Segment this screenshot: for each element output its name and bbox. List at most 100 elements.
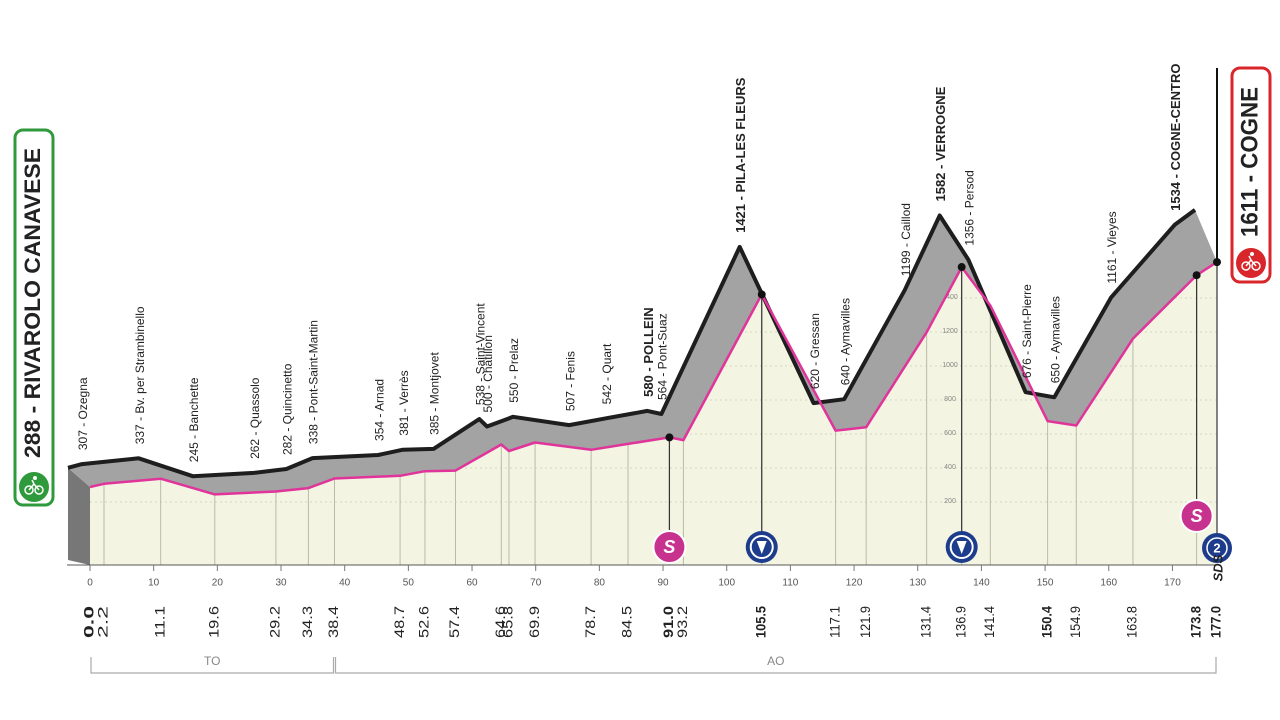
logo: SDS: [1210, 554, 1225, 581]
start-box: [13, 128, 55, 507]
waypoint-label: 354 - Arnad: [372, 379, 386, 441]
waypoint-label: 1421 - PILA-LES FLEURS: [733, 77, 748, 233]
km-label: 78.7: [582, 606, 598, 638]
bike-frame: [28, 479, 40, 491]
finish-box: [1230, 66, 1272, 284]
waypoint-label: 1199 - Caillod: [899, 203, 913, 276]
x-tick-label: 60: [466, 578, 478, 589]
waypoint-label: 338 - Pont-Saint-Martin: [307, 320, 321, 444]
km-label: 154.9: [1067, 606, 1083, 638]
km-label: 91.0: [660, 606, 676, 638]
sprint-marker: [652, 530, 687, 564]
km-label: 64.6: [492, 606, 508, 638]
km-label: 34.3: [299, 606, 315, 638]
region-label: AO: [767, 654, 784, 668]
km-label: 105.5: [752, 606, 768, 638]
km-label: 177.0: [1208, 606, 1224, 638]
y-tick-label: 600: [944, 430, 956, 437]
km-label: 141.4: [981, 606, 997, 638]
sprint-marker: [1179, 499, 1214, 533]
waypoint-label: 1582 - VERROGNE: [933, 86, 948, 201]
climb-symbol: [956, 541, 967, 554]
waypoint-label: 245 - Banchette: [187, 377, 201, 462]
km-label: 173.8: [1187, 606, 1203, 638]
km-label: 48.7: [391, 606, 407, 638]
km-label: 65.8: [500, 606, 516, 638]
x-tick-label: 70: [530, 578, 542, 589]
km-label: 93.2: [674, 606, 690, 638]
marker-dot: [957, 263, 966, 272]
y-tick-label: 200: [944, 498, 956, 505]
waypoint-label: 564 - Pont-Suaz: [656, 313, 670, 400]
waypoint-label: 381 - Verrès: [397, 370, 411, 435]
region-bracket: [334, 657, 1217, 674]
waypoint-label: 580 - POLLEIN: [641, 307, 656, 397]
profile-line: [89, 261, 1218, 496]
km-label: 121.9: [857, 606, 873, 638]
km-label: 117.1: [826, 606, 842, 638]
x-tick-label: 150: [1037, 578, 1054, 589]
bike-frame: [1245, 255, 1257, 267]
marker-dot: [1213, 258, 1221, 267]
finish-symbol: 2: [1213, 540, 1220, 555]
waypoint-label: 507 - Fenis: [563, 351, 577, 411]
start-icon: [19, 472, 49, 502]
x-tick-label: 120: [846, 578, 863, 589]
waypoint-label: 640 - Aymavilles: [838, 298, 852, 385]
km-label: 136.9: [952, 606, 968, 638]
profile-wall: [68, 467, 90, 565]
waypoint-label: 538 - Saint-Vincent: [473, 303, 487, 406]
km-label: 52.6: [416, 606, 432, 638]
y-tick-label: 400: [944, 464, 956, 471]
waypoint-label: 307 - Ozegna: [76, 377, 90, 450]
x-tick-label: 110: [782, 578, 798, 589]
start-label: 288 - RIVAROLO CANAVESE: [20, 148, 45, 458]
x-tick-label: 160: [1100, 578, 1117, 589]
waypoint-label: 550 - Prelaz: [507, 338, 521, 403]
x-tick-label: 170: [1164, 578, 1181, 589]
profile-band: [68, 209, 1217, 495]
sprint-symbol: S: [663, 537, 675, 557]
bike-wheel: [34, 485, 44, 495]
marker-dot: [757, 290, 766, 299]
km-label: 19.6: [206, 606, 222, 638]
bike-wheel: [1251, 261, 1261, 271]
climb-ring: [949, 535, 974, 559]
x-tick-label: 20: [212, 578, 224, 589]
x-tick-label: 40: [339, 578, 351, 589]
waypoint-label: 620 - Gressan: [808, 313, 822, 389]
y-tick-label: 1000: [942, 362, 958, 369]
y-tick-label: 800: [944, 396, 956, 403]
climb-ring: [749, 535, 774, 559]
x-tick-label: 90: [657, 578, 669, 589]
y-tick-label: 1200: [942, 328, 958, 335]
km-label: 2.2: [95, 606, 111, 638]
km-label: 84.5: [619, 606, 635, 638]
waypoint-label: 337 - Bv. per Strambinello: [133, 306, 147, 444]
finish-ring: [1206, 537, 1228, 559]
marker-dot: [1192, 271, 1201, 280]
waypoint-label: 1534 - COGNE-CENTRO: [1168, 63, 1183, 210]
waypoint-label: 500 - Châtillon: [481, 335, 495, 412]
finish-label: 1611 - COGNE: [1236, 87, 1263, 237]
climb-symbol: [756, 541, 767, 554]
waypoint-label: 262 - Quassolo: [248, 377, 262, 459]
km-label: 57.4: [446, 606, 462, 638]
waypoint-label: 1161 - Vieyes: [1105, 211, 1119, 283]
bike-wheel: [24, 485, 34, 495]
x-tick-label: 100: [718, 578, 735, 589]
x-tick-label: 30: [275, 578, 287, 589]
profile-area: [90, 262, 1217, 565]
waypoint-label: 650 - Aymavilles: [1048, 296, 1062, 383]
profile-ridge: [67, 208, 1197, 479]
km-label: 131.4: [917, 606, 933, 638]
bike-wheel: [1241, 261, 1251, 271]
region-label: TO: [204, 654, 220, 668]
x-tick-label: 140: [973, 578, 990, 589]
waypoint-label: 542 - Quart: [600, 343, 614, 404]
km-label: 29.2: [267, 606, 283, 638]
waypoint-label: 282 - Quincinetto: [281, 363, 295, 455]
bike-rider: [1250, 252, 1254, 256]
